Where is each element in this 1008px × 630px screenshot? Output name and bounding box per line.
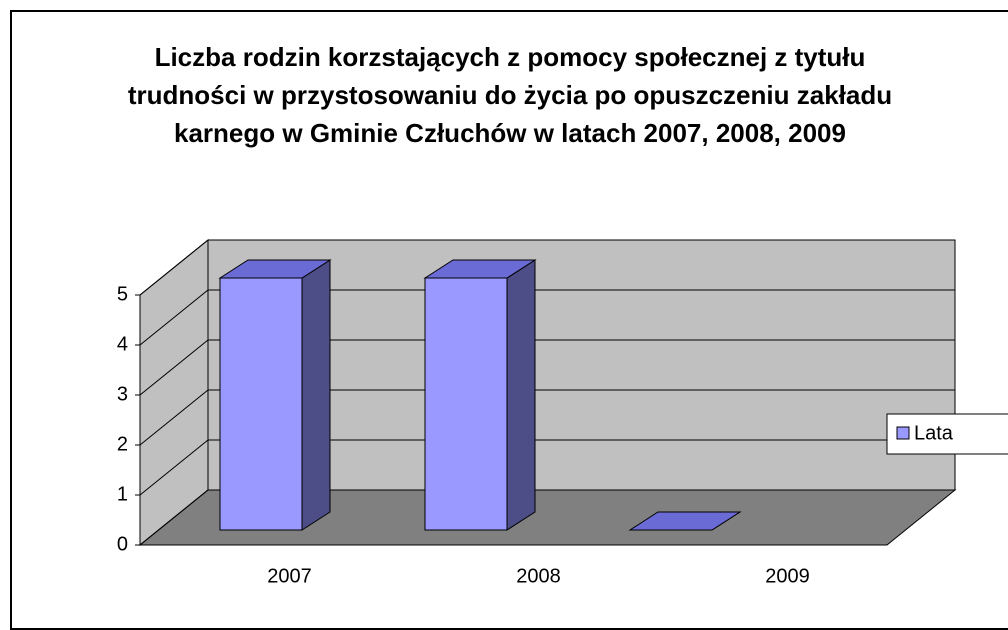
x-tick-label: 2007	[267, 565, 312, 587]
bar-front	[219, 277, 303, 531]
grid-line	[139, 239, 955, 296]
bar-top	[218, 259, 332, 279]
y-tick-label: 1	[117, 483, 128, 505]
y-tick-label: 5	[117, 283, 128, 305]
bar-top	[628, 511, 742, 531]
bar	[423, 259, 537, 531]
bar	[628, 511, 742, 531]
legend-swatch	[896, 426, 910, 440]
chart-title: Liczba rodzin korzstających z pomocy spo…	[127, 42, 893, 148]
bar-front	[424, 277, 508, 531]
y-tick-label: 0	[117, 533, 128, 555]
grid-line	[139, 439, 955, 496]
grid-line	[139, 339, 955, 396]
y-tick-label: 3	[117, 383, 128, 405]
bar	[218, 259, 332, 531]
chart: 0 1 2 3 4 5 2007 2008 2009 Lata	[117, 238, 1008, 587]
bar-side	[506, 259, 536, 531]
y-tick-label: 4	[117, 333, 128, 355]
legend-label: Lata	[914, 422, 954, 444]
grid-line	[139, 489, 955, 546]
x-tick-label: 2009	[765, 565, 810, 587]
bar-side	[301, 259, 331, 531]
bar-top	[423, 259, 537, 279]
x-tick-label: 2008	[516, 565, 561, 587]
page: Liczba rodzin korzstających z pomocy spo…	[10, 10, 1008, 630]
grid-line	[139, 389, 955, 446]
y-tick-label: 2	[117, 433, 128, 455]
grid-line	[139, 289, 955, 346]
